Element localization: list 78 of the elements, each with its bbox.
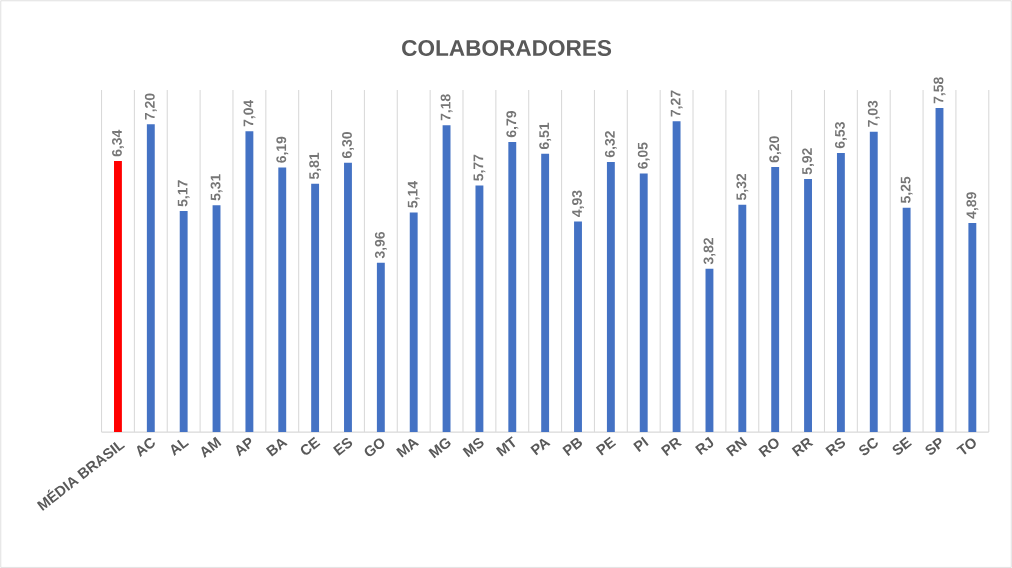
data-label: 5,81 xyxy=(309,152,322,179)
bar xyxy=(574,221,582,432)
data-label: 5,14 xyxy=(407,181,420,208)
x-tick-label: BA xyxy=(265,438,288,457)
bar xyxy=(475,185,484,432)
data-label: 5,17 xyxy=(177,180,190,207)
data-label: 7,04 xyxy=(243,99,256,127)
data-label: 7,18 xyxy=(440,94,453,121)
bar xyxy=(508,141,517,432)
bar xyxy=(409,212,418,432)
data-label: 6,19 xyxy=(276,136,289,163)
data-label: 7,27 xyxy=(670,90,683,117)
x-tick-label: PB xyxy=(562,437,583,456)
bar xyxy=(179,211,188,432)
data-label: 4,89 xyxy=(966,192,979,219)
data-label: 5,92 xyxy=(802,148,814,175)
x-tick-label: GO xyxy=(364,438,385,457)
x-tick-label: ES xyxy=(332,437,353,456)
bar xyxy=(869,131,878,432)
bar xyxy=(902,207,911,432)
x-tick-label: AP xyxy=(236,437,252,457)
data-label: 7,03 xyxy=(867,100,880,127)
data-label: 7,20 xyxy=(144,93,157,120)
data-label: 5,31 xyxy=(210,174,223,201)
bar xyxy=(804,178,812,432)
x-tick-label: MA xyxy=(396,438,420,458)
data-label: 6,79 xyxy=(506,110,519,138)
data-label: 5,32 xyxy=(736,173,749,200)
x-tick-label: AL xyxy=(170,439,190,456)
bar xyxy=(442,125,451,432)
data-label: 6,20 xyxy=(769,136,782,163)
data-label: 6,30 xyxy=(342,131,354,158)
x-tick-label: CE xyxy=(300,436,321,455)
data-label: 3,96 xyxy=(374,231,387,259)
bar xyxy=(541,153,550,432)
x-tick-label: RS xyxy=(825,437,846,457)
x-tick-label: MT xyxy=(495,436,516,457)
x-tick-label: PE xyxy=(595,436,617,456)
data-label: 6,05 xyxy=(637,142,650,169)
data-label: 5,25 xyxy=(900,176,913,203)
bar xyxy=(278,167,287,432)
x-tick-label: RN xyxy=(725,436,748,457)
data-label: 6,51 xyxy=(539,122,552,150)
x-tick-label: PR xyxy=(660,437,683,456)
x-tick-label: SP xyxy=(925,437,942,455)
x-tick-label: MS xyxy=(462,437,484,458)
x-tick-label: AC xyxy=(136,437,155,457)
bar xyxy=(771,167,780,432)
x-tick-label: TO xyxy=(956,438,976,455)
x-tick-label: SC xyxy=(859,437,878,456)
x-tick-label: RJ xyxy=(695,436,714,455)
bar xyxy=(146,124,155,432)
bar xyxy=(672,121,681,432)
bar xyxy=(836,152,845,432)
bar xyxy=(245,131,254,432)
data-label: 7,58 xyxy=(933,77,946,104)
x-tick-label: PI xyxy=(633,436,649,452)
bar xyxy=(606,161,615,432)
data-label: 3,82 xyxy=(703,237,716,265)
bar xyxy=(738,204,747,432)
x-tick-label: MG xyxy=(428,438,451,459)
bar xyxy=(376,262,385,432)
x-tick-label: RO xyxy=(758,438,779,458)
bar xyxy=(344,162,352,432)
x-tick-label: PA xyxy=(530,438,551,456)
data-label: 6,34 xyxy=(112,129,124,157)
data-label: 4,93 xyxy=(572,190,584,217)
x-tick-label: SE xyxy=(892,436,912,455)
bar xyxy=(114,161,122,432)
bar xyxy=(639,173,648,432)
bar xyxy=(968,223,977,432)
data-label: 6,53 xyxy=(834,122,847,149)
data-label: 6,32 xyxy=(604,131,617,158)
bar xyxy=(311,183,320,432)
x-tick-label: RR xyxy=(791,437,814,457)
x-tick-label: AM xyxy=(201,436,222,458)
data-label: 5,77 xyxy=(473,154,486,181)
chart-title: COLABORADORES xyxy=(402,39,612,56)
